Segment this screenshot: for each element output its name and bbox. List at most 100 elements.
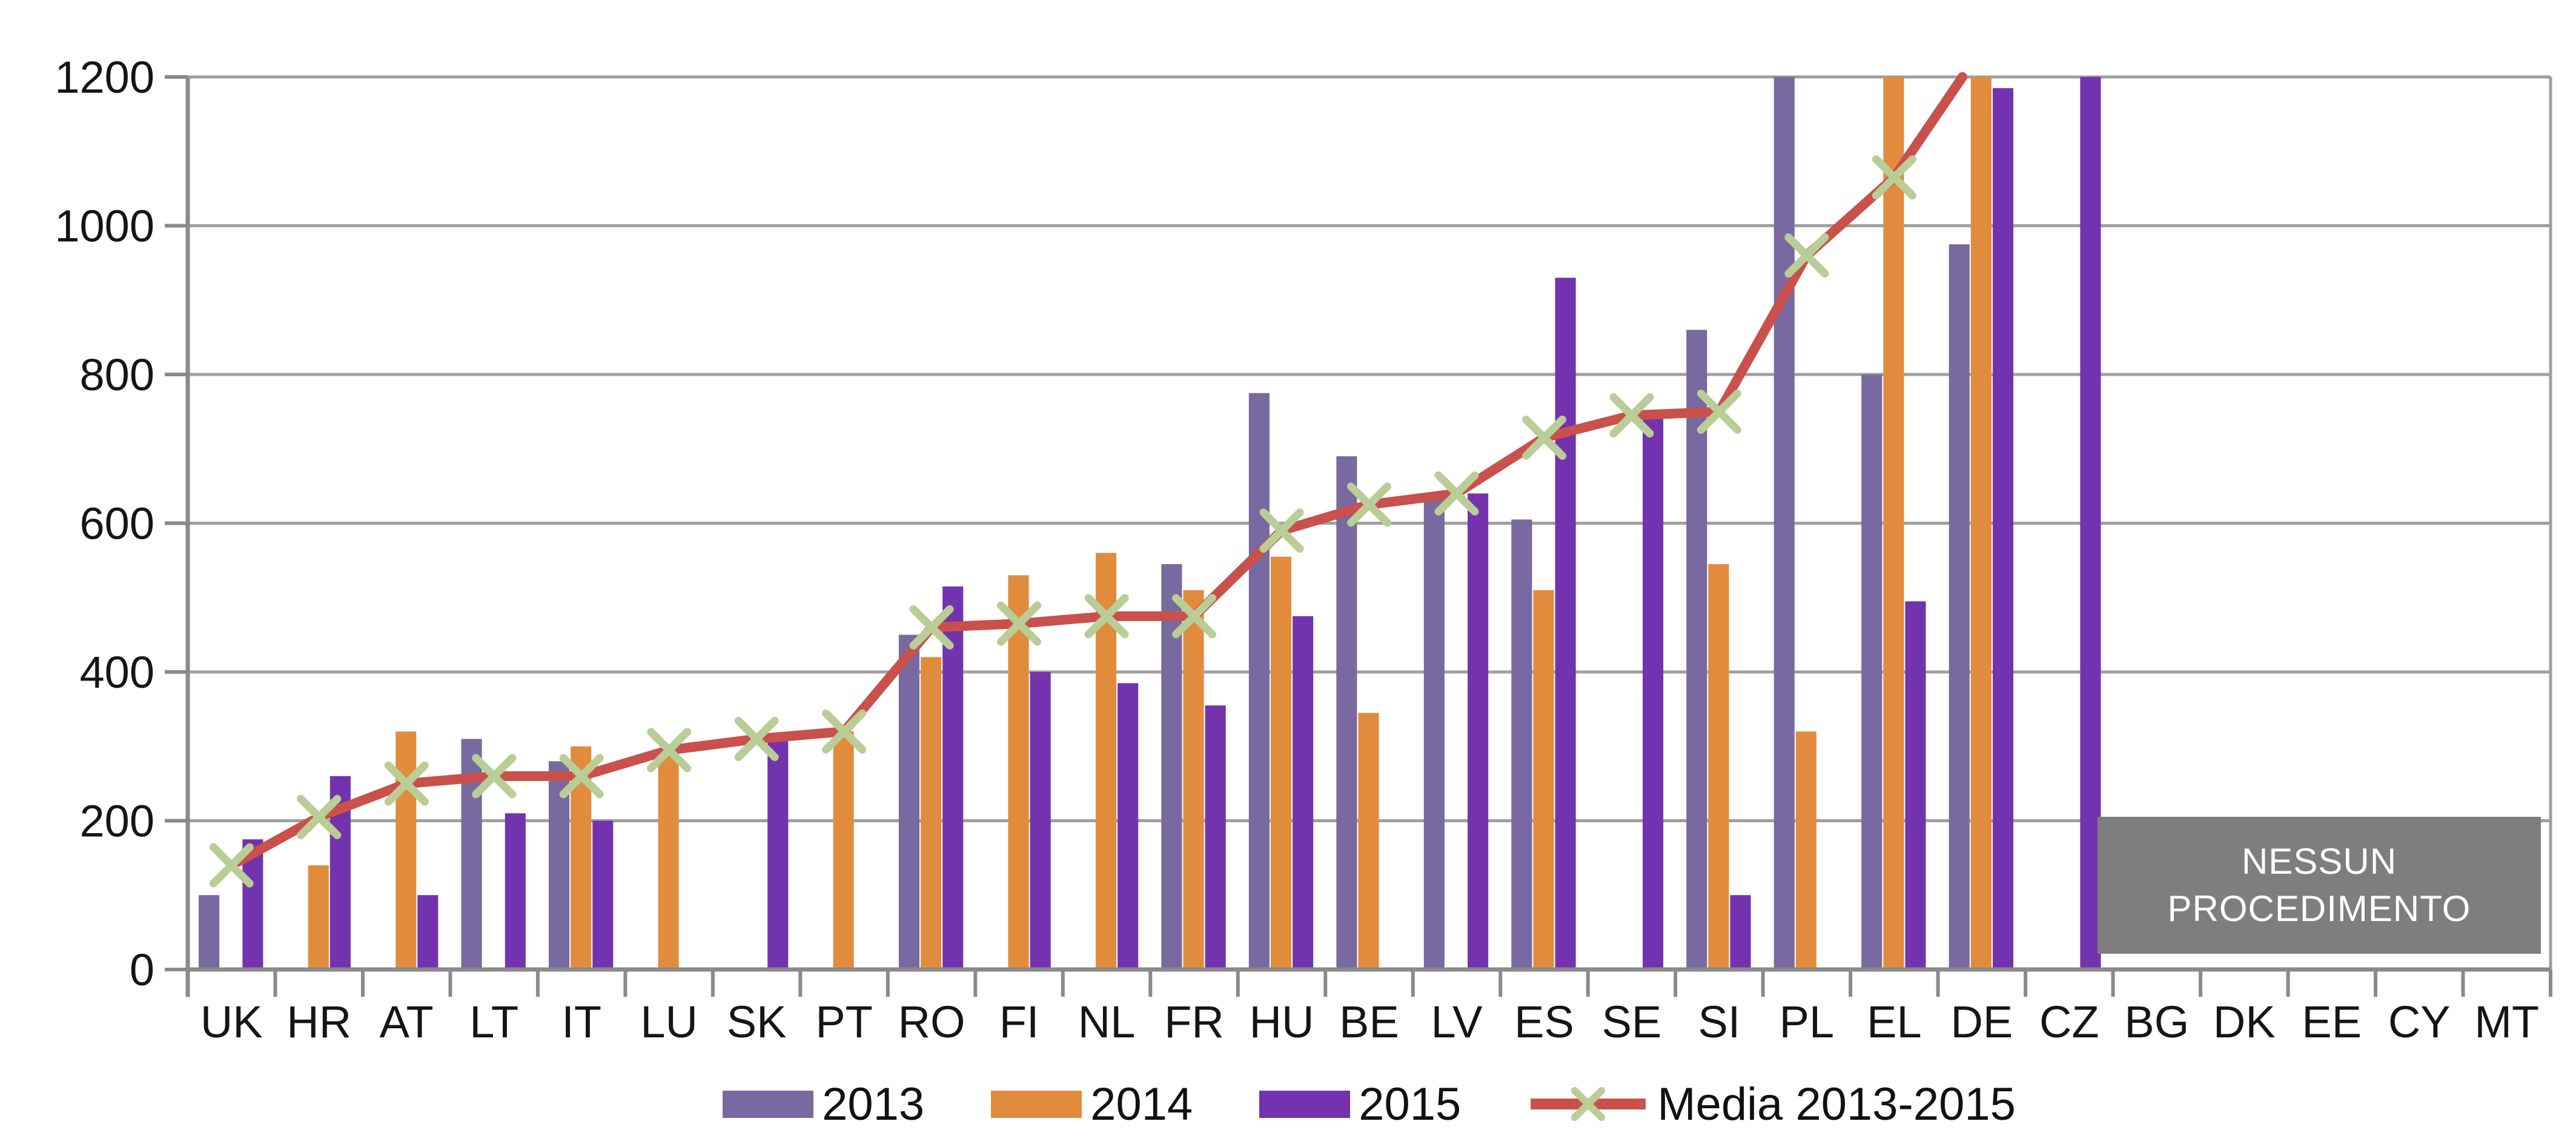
chart-legend: 2013 2014 2015 Media 2013-2015 [188, 1068, 2551, 1140]
bar-2014-PL [1795, 731, 1816, 969]
bar-2013-PL [1773, 77, 1795, 969]
x-axis-label-IT: IT [561, 997, 601, 1047]
no-procedure-line2: PROCEDIMENTO [2167, 888, 2471, 929]
x-axis-label-HR: HR [286, 997, 351, 1047]
media-marker-SE [1609, 393, 1654, 438]
bar-2013-BE [1336, 456, 1357, 969]
legend-swatch-2014 [991, 1090, 1082, 1118]
media-marker-SK [734, 716, 779, 761]
bar-2014-FI [1008, 575, 1029, 969]
bar-2015-AT [417, 895, 439, 969]
x-axis-label-SE: SE [1602, 997, 1662, 1047]
x-axis-label-DE: DE [1950, 997, 2013, 1047]
bar-2015-HU [1293, 616, 1314, 969]
media-marker-AT [384, 761, 429, 806]
x-axis-label-AT: AT [380, 997, 434, 1047]
bar-2013-HU [1248, 393, 1270, 969]
legend-label-2013: 2013 [822, 1078, 925, 1130]
bar-2014-ES [1533, 590, 1554, 969]
x-axis-label-EL: EL [1867, 997, 1922, 1047]
bar-2013-SI [1686, 330, 1707, 969]
media-marker-NL [1084, 594, 1129, 639]
x-axis-label-LT: LT [469, 997, 518, 1047]
x-axis-label-RO: RO [898, 997, 965, 1047]
bar-2014-LU [658, 750, 679, 969]
x-axis-label-ES: ES [1514, 997, 1574, 1047]
legend-swatch-2015 [1259, 1090, 1351, 1118]
bar-2015-EL [1905, 601, 1926, 969]
bar-2013-UK [199, 895, 220, 969]
bar-2013-DE [1949, 244, 1970, 969]
y-axis-label-1000: 1000 [55, 201, 154, 251]
legend-item-2014: 2014 [991, 1078, 1193, 1131]
y-axis-label-600: 600 [80, 498, 154, 548]
bar-2014-HR [308, 865, 329, 969]
x-axis-label-SI: SI [1698, 997, 1740, 1047]
x-axis-label-NL: NL [1078, 997, 1136, 1047]
y-axis-label-400: 400 [80, 647, 154, 697]
bar-2014-RO [921, 657, 942, 969]
media-marker-SI [1697, 389, 1741, 434]
media-marker-IT [559, 754, 604, 799]
media-marker-PT [822, 709, 867, 754]
x-axis-label-SK: SK [727, 997, 787, 1047]
bar-2015-FI [1030, 672, 1051, 969]
legend-swatch-2013 [723, 1090, 814, 1118]
legend-label-2014: 2014 [1090, 1078, 1193, 1130]
media-marker-FR [1172, 594, 1217, 639]
x-axis-label-LU: LU [640, 997, 698, 1047]
y-axis-label-200: 200 [80, 796, 154, 846]
bar-2014-PT [833, 731, 854, 969]
bar-2013-FR [1161, 564, 1182, 969]
bar-2014-SI [1708, 564, 1729, 969]
x-axis-label-MT: MT [2474, 997, 2539, 1047]
y-axis-label-0: 0 [130, 945, 154, 995]
media-marker-BE [1347, 482, 1391, 527]
bar-2015-SI [1730, 895, 1751, 969]
bar-2015-DE [1992, 88, 2014, 970]
x-axis-label-LV: LV [1431, 997, 1483, 1047]
bar-2014-AT [396, 731, 417, 969]
media-marker-PL [1784, 233, 1829, 278]
x-axis-label-UK: UK [200, 997, 263, 1047]
bar-2014-EL [1883, 77, 1904, 969]
y-axis-label-1200: 1200 [55, 52, 154, 102]
bar-2015-IT [592, 820, 614, 969]
media-marker-RO [909, 605, 954, 650]
media-marker-LU [647, 728, 692, 773]
bar-2015-SK [767, 739, 789, 969]
legend-item-2015: 2015 [1259, 1078, 1461, 1131]
bar-2014-HU [1270, 556, 1292, 969]
bar-2015-LT [505, 813, 526, 969]
bar-2013-LV [1423, 493, 1445, 969]
y-axis-label-800: 800 [80, 350, 154, 400]
legend-item-media: Media 2013-2015 [1528, 1077, 2016, 1131]
legend-item-2013: 2013 [723, 1078, 924, 1131]
bar-2015-NL [1117, 683, 1139, 969]
media-marker-HR [297, 794, 342, 839]
media-marker-EL [1872, 155, 1916, 200]
bar-2015-CZ [2080, 77, 2101, 969]
bar-2014-BE [1358, 713, 1379, 969]
bar-2014-DE [1970, 77, 1992, 969]
bar-2013-RO [898, 634, 920, 969]
x-axis-label-BE: BE [1339, 997, 1399, 1047]
no-procedure-annotation: NESSUN PROCEDIMENTO [2098, 817, 2541, 954]
media-marker-HU [1259, 508, 1304, 553]
x-axis-label-FR: FR [1164, 997, 1224, 1047]
bar-2013-EL [1861, 374, 1882, 969]
bar-2015-RO [942, 586, 964, 969]
bar-2014-FR [1183, 590, 1204, 969]
no-procedure-line1: NESSUN [2241, 841, 2397, 882]
media-marker-LT [472, 754, 517, 799]
x-axis-label-CZ: CZ [2039, 997, 2099, 1047]
x-axis-label-PL: PL [1780, 997, 1835, 1047]
x-axis-label-PT: PT [815, 997, 873, 1047]
x-axis-label-HU: HU [1250, 997, 1314, 1047]
bar-2015-LV [1468, 493, 1489, 969]
legend-label-media: Media 2013-2015 [1657, 1078, 2016, 1130]
x-axis-label-CY: CY [2388, 997, 2451, 1047]
media-line-sample-icon [1531, 1087, 1646, 1121]
bar-2015-SE [1643, 415, 1664, 969]
